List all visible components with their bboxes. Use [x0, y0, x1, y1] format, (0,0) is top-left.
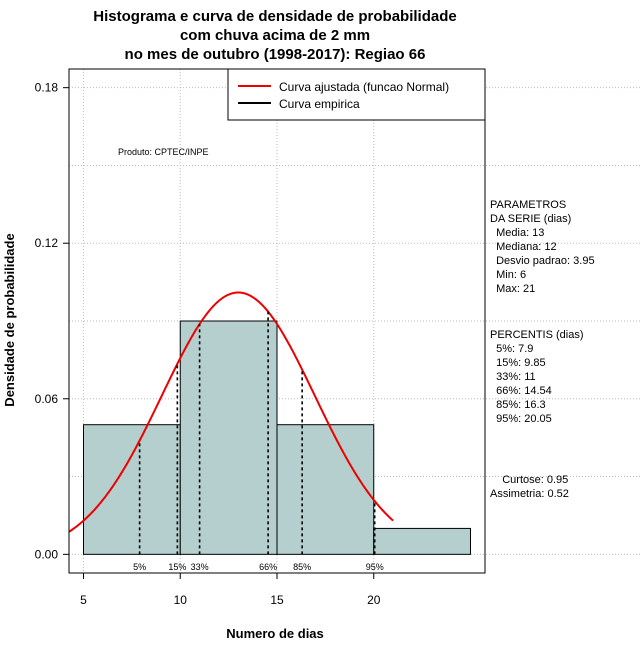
- params-line: DA SERIE (dias): [490, 213, 571, 225]
- percentis-line: 85%: 16.3: [490, 399, 546, 411]
- normal-curve: [68, 291, 394, 533]
- histogram-bar: [179, 320, 278, 555]
- params-line: Desvio padrao: 3.95: [490, 255, 595, 267]
- percentile-label: 85%: [293, 562, 311, 572]
- percentile-label: 33%: [191, 562, 209, 572]
- x-axis: 5 10 15 20: [80, 572, 381, 607]
- percentis-line: 15%: 9.85: [490, 357, 546, 369]
- legend: Curva ajustada (funcao Normal) Curva emp…: [227, 68, 486, 121]
- params-line: Mediana: 12: [490, 241, 557, 253]
- percentis-line: PERCENTIS (dias): [490, 329, 584, 341]
- y-axis: 0.00 0.06 0.12 0.18: [35, 81, 69, 561]
- params-line: Min: 6: [490, 269, 526, 281]
- stats-line: Assimetria: 0.52: [490, 488, 569, 500]
- legend-label-empirical: Curva empirica: [279, 97, 360, 111]
- y-tick-label: 0.12: [35, 236, 59, 250]
- histogram-bar: [373, 527, 471, 555]
- chart-title-line-3: no mes de outubro (1998-2017): Regiao 66: [125, 46, 426, 63]
- chart-title-line-1: Histograma e curva de densidade de proba…: [93, 8, 456, 25]
- percentile-label: 5%: [133, 562, 146, 572]
- percentis-line: 66%: 14.54: [490, 385, 552, 397]
- params-line: PARAMETROS: [490, 199, 566, 211]
- x-tick-label: 10: [174, 593, 188, 607]
- percentis-line: 5%: 7.9: [490, 343, 533, 355]
- legend-box: [227, 68, 486, 121]
- y-axis-title: Densidade de probabilidade: [2, 233, 17, 406]
- percentile-label: 66%: [259, 562, 277, 572]
- percentile-label: 15%: [168, 562, 186, 572]
- y-tick-label: 0.00: [35, 547, 59, 561]
- percentis-line: 33%: 11: [490, 371, 536, 383]
- percentile-lines: 5% 15% 33% 66% 85% 95%: [133, 311, 384, 572]
- x-tick-label: 20: [367, 593, 381, 607]
- params-line: Media: 13: [490, 227, 544, 239]
- stats-line: Curtose: 0.95: [490, 474, 568, 486]
- stats-side-panel: PARAMETROS DA SERIE (dias) Media: 13 Medi…: [490, 199, 595, 500]
- x-tick-label: 5: [80, 593, 87, 607]
- y-tick-label: 0.18: [35, 81, 59, 95]
- normal-curve-layer: [68, 291, 394, 533]
- y-tick-label: 0.06: [35, 392, 59, 406]
- percentis-line: 95%: 20.05: [490, 413, 552, 425]
- histogram-bar: [83, 424, 181, 555]
- product-annotation: Produto: CPTEC/INPE: [118, 147, 209, 157]
- legend-label-fitted: Curva ajustada (funcao Normal): [279, 80, 449, 94]
- x-tick-label: 15: [270, 593, 284, 607]
- histogram-bar: [276, 424, 375, 555]
- params-line: Max: 21: [490, 283, 535, 295]
- percentile-label: 95%: [366, 562, 384, 572]
- histogram-bars: [83, 320, 471, 555]
- chart-title: Histograma e curva de densidade de proba…: [93, 8, 456, 63]
- chart-title-line-2: com chuva acima de 2 mm: [180, 27, 370, 44]
- x-axis-title: Numero de dias: [226, 626, 324, 641]
